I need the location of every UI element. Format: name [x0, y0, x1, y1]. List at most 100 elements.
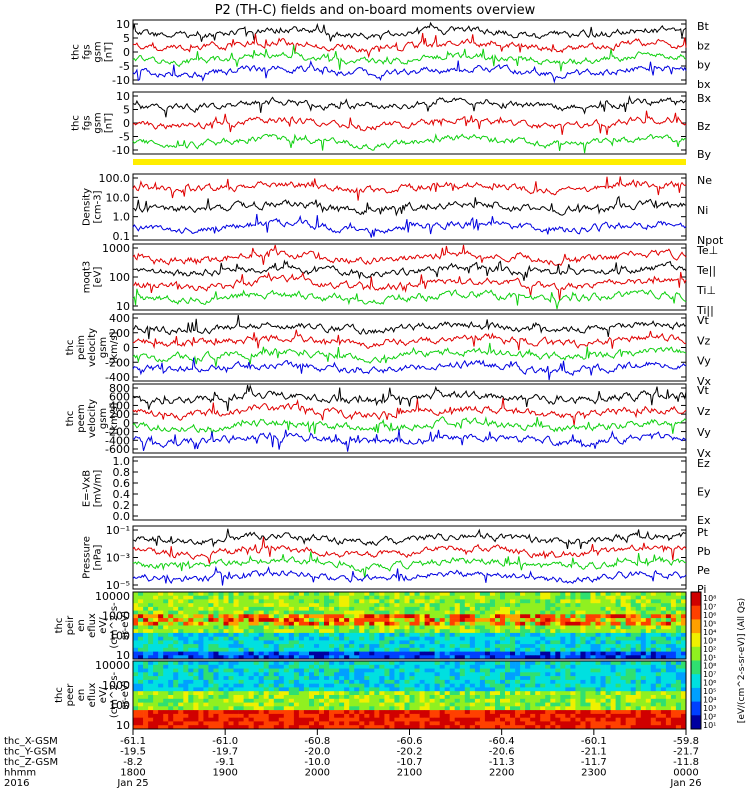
heatmap-cell [339, 676, 345, 681]
heatmap-cell [283, 595, 290, 600]
heatmap-cell [298, 691, 305, 696]
heatmap-cell [138, 725, 144, 730]
heatmap-cell [665, 651, 672, 656]
heatmap-cell [625, 706, 632, 711]
heatmap-cell [133, 664, 139, 669]
heatmap-cell [645, 691, 652, 696]
heatmap-cell [665, 687, 672, 692]
heatmap-cell [334, 595, 340, 600]
heatmap-cell [339, 595, 345, 600]
heatmap-cell [560, 717, 566, 722]
series-Bz [132, 110, 687, 135]
heatmap-cell [319, 618, 325, 623]
heatmap-cell [303, 664, 310, 669]
heatmap-cell [610, 717, 616, 722]
heatmap-cell [439, 706, 446, 711]
heatmap-cell [510, 695, 516, 700]
heatmap-cell [439, 676, 446, 681]
heatmap-cell [640, 603, 647, 608]
heatmap-cell [429, 725, 435, 730]
heatmap-cell [278, 668, 285, 673]
heatmap-cell [525, 687, 531, 692]
heatmap-cell [319, 713, 325, 719]
heatmap-cell [208, 632, 214, 637]
heatmap-cell [670, 664, 677, 669]
heatmap-cell [228, 636, 234, 641]
heatmap-cell [474, 695, 481, 700]
heatmap-cell [283, 672, 290, 677]
heatmap-cell [268, 698, 275, 703]
heatmap-cell [183, 621, 189, 626]
heatmap-cell [379, 621, 385, 626]
heatmap-cell [374, 606, 380, 611]
heatmap-cell [469, 683, 476, 688]
heatmap-cell [459, 679, 466, 685]
heatmap-cell [565, 592, 571, 597]
heatmap-cell [283, 725, 290, 730]
heatmap-cell [595, 725, 601, 730]
heatmap-cell [535, 721, 541, 726]
heatmap-cell [278, 651, 285, 656]
heatmap-cell [580, 625, 586, 630]
heatmap-cell [585, 621, 591, 626]
heatmap-cell [168, 599, 174, 604]
heatmap-cell [610, 606, 616, 611]
heatmap-cell [600, 610, 606, 615]
heatmap-cell [560, 683, 566, 688]
heatmap-cell [434, 721, 440, 726]
heatmap-cell [630, 664, 637, 669]
heatmap-cell [133, 661, 139, 666]
heatmap-cell [555, 647, 561, 652]
heatmap-cell [309, 672, 315, 677]
heatmap-cell [550, 668, 556, 673]
heatmap-cell [665, 713, 672, 719]
heatmap-cell [158, 668, 164, 673]
heatmap-cell [520, 668, 526, 673]
heatmap-cell [515, 676, 521, 681]
heatmap-cell [374, 679, 380, 685]
heatmap-cell [595, 661, 601, 666]
heatmap-cell [354, 702, 360, 707]
heatmap-cell [223, 610, 229, 615]
heatmap-cell [424, 599, 430, 604]
heatmap-cell [153, 691, 159, 696]
heatmap-cell [309, 721, 315, 726]
heatmap-cell [469, 721, 476, 726]
heatmap-cell [258, 651, 265, 656]
heatmap-cell [590, 618, 596, 623]
heatmap-cell [324, 636, 330, 641]
heatmap-cell [650, 672, 657, 677]
heatmap-cell [203, 702, 209, 707]
heatmap-cell [193, 651, 199, 656]
heatmap-cell [334, 614, 340, 619]
y-label-line: peer [65, 683, 76, 707]
heatmap-cell [173, 725, 179, 730]
heatmap-cell [625, 672, 632, 677]
heatmap-cell [540, 610, 546, 615]
heatmap-cell [329, 595, 335, 600]
heatmap-cell [439, 661, 446, 666]
heatmap-cell [530, 695, 536, 700]
heatmap-cell [660, 644, 667, 649]
heatmap-cell [404, 695, 410, 700]
heatmap-cell [138, 655, 144, 660]
heatmap-cell [500, 636, 506, 641]
heatmap-cell [369, 632, 375, 637]
heatmap-cell [163, 625, 169, 630]
heatmap-cell [198, 725, 204, 730]
heatmap-cell [474, 606, 481, 611]
heatmap-cell [193, 713, 199, 719]
heatmap-cell [479, 632, 486, 637]
heatmap-cell [520, 655, 526, 660]
heatmap-cell [635, 632, 642, 637]
heatmap-cell [359, 655, 365, 660]
heatmap-cell [329, 606, 335, 611]
heatmap-cell [439, 702, 446, 707]
heatmap-cell [268, 632, 275, 637]
heatmap-cell [660, 691, 667, 696]
heatmap-cell [339, 698, 345, 703]
x-tick-label: -60.8 [304, 736, 330, 747]
heatmap-cell [173, 706, 179, 711]
heatmap-cell [218, 713, 224, 719]
heatmap-cell [208, 603, 214, 608]
